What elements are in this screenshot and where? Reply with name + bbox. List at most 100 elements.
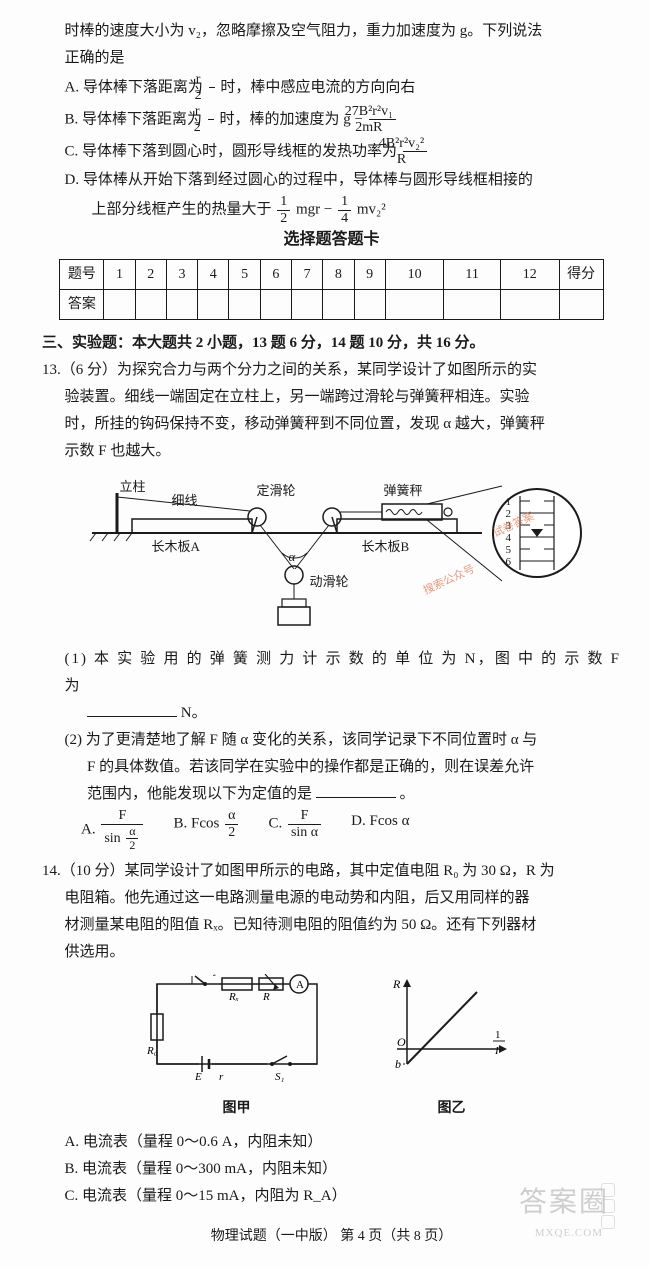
- col-1: 1: [104, 259, 135, 289]
- svg-text:R: R: [392, 977, 401, 991]
- q13-sub2-l3pre: 范围内，他能发现以下为定值的是: [87, 786, 312, 802]
- optA-frac: r 2: [209, 72, 215, 104]
- optD-f1: 1 2: [277, 194, 290, 226]
- label-line: 细线: [172, 489, 198, 512]
- col-12: 12: [500, 259, 559, 289]
- q13-stem-l1: 13.（6 分）为探究合力与两个分力之间的关系，某同学设计了如图所示的实: [42, 357, 621, 384]
- col-8: 8: [323, 259, 354, 289]
- ans-2[interactable]: [135, 290, 166, 320]
- score-label: 得分: [559, 259, 603, 289]
- q13-stem-l2: 验装置。细线一端固定在立柱上，另一端跨过滑轮与弹簧秤相连。实验: [42, 384, 621, 411]
- q13-sub1-blank[interactable]: [87, 702, 177, 717]
- ans-12[interactable]: [500, 290, 559, 320]
- q13-sub1-unit: N。: [181, 705, 207, 721]
- q-intro-l2: 正确的是: [42, 45, 621, 72]
- answersheet-header-row: 题号 1 2 3 4 5 6 7 8 9 10 11 12 得分: [60, 259, 603, 289]
- col-5: 5: [229, 259, 260, 289]
- col-7: 7: [291, 259, 322, 289]
- score-cell[interactable]: [559, 290, 603, 320]
- svg-text:r: r: [219, 1071, 224, 1083]
- q13-sub2-l3suf: 。: [400, 786, 415, 802]
- q-intro-l1: 时棒的速度大小为 v₂，忽略摩擦及空气阻力，重力加速度为 g。下列说法: [42, 18, 621, 45]
- q14-caption-right: 图乙: [387, 1096, 517, 1121]
- svg-text:R: R: [262, 991, 270, 1003]
- col-9: 9: [354, 259, 385, 289]
- ans-11[interactable]: [444, 290, 501, 320]
- svg-text:E: E: [194, 1071, 202, 1083]
- ans-8[interactable]: [323, 290, 354, 320]
- col-11: 11: [444, 259, 501, 289]
- ans-5[interactable]: [229, 290, 260, 320]
- q13-diagram: 立柱 细线 定滑轮 弹簧秤 长木板A 长木板B α 动滑轮 1 2 3 4 5 …: [82, 471, 582, 636]
- ans-4[interactable]: [198, 290, 229, 320]
- optB-f1: r 2: [208, 104, 214, 136]
- q14-circuit: S₂ Rₓ R A R₀ E r S₁ 图甲: [147, 974, 327, 1121]
- q13-sub1-pre: (1) 本 实 验 用 的 弹 簧 测 力 计 示 数 的 单 位 为 N，图 …: [42, 646, 621, 700]
- answersheet-table: 题号 1 2 3 4 5 6 7 8 9 10 11 12 得分 答案: [59, 259, 603, 320]
- q14-optC: C. 电流表（量程 0～15 mA，内阻为 R_A）: [42, 1183, 621, 1210]
- optA-suf: 时，棒中感应电流的方向向右: [220, 79, 415, 95]
- q13-optA: A. F sin α2: [81, 808, 145, 852]
- option-b: B. 导体棒下落距离为 r 2 时，棒的加速度为 g − 27B²r²v₁ 2m…: [65, 104, 622, 136]
- svg-text:O: O: [397, 1035, 406, 1049]
- col-10: 10: [385, 259, 444, 289]
- zoom-tick-6: 6: [506, 553, 512, 573]
- col-2: 2: [135, 259, 166, 289]
- q13-optC: C. Fsin α: [268, 808, 323, 852]
- col-6: 6: [260, 259, 291, 289]
- q13-optB: B. Fcos α2: [173, 808, 240, 852]
- option-a: A. 导体棒下落距离为 r 2 时，棒中感应电流的方向向右: [65, 72, 622, 104]
- svg-text:1: 1: [495, 1029, 501, 1041]
- answersheet-title: 选择题答题卡: [42, 226, 621, 255]
- label-scale: 弹簧秤: [384, 479, 423, 502]
- option-d-l1: D. 导体棒从开始下落到经过圆心的过程中，导体棒与圆形导线框相接的: [65, 167, 622, 194]
- ans-10[interactable]: [385, 290, 444, 320]
- ans-1[interactable]: [104, 290, 135, 320]
- page-footer: 物理试题（一中版） 第 4 页（共 8 页）: [42, 1224, 621, 1249]
- label-boardA: 长木板A: [152, 535, 200, 558]
- optC-f: 4B²r²v₂² R: [403, 136, 427, 168]
- label-post: 立柱: [120, 475, 146, 498]
- label-alpha: α: [289, 545, 296, 568]
- q13-sub2-blank[interactable]: [316, 783, 396, 798]
- ans-7[interactable]: [291, 290, 322, 320]
- q13-optD: D. Fcos α: [351, 808, 409, 852]
- q13-stem-l3: 时，所挂的钩码保持不变，移动弹簧秤到不同位置，发现 α 越大，弹簧秤: [42, 411, 621, 438]
- optC-pre: C. 导体棒下落到圆心时，圆形导线框的发热功率为: [65, 143, 398, 159]
- q14-stem-l2: 电阻箱。他先通过这一电路测量电源的电动势和内阻，后又用同样的器: [42, 885, 621, 912]
- answersheet-answer-row: 答案: [60, 290, 603, 320]
- q14-diagrams: S₂ Rₓ R A R₀ E r S₁ 图甲 R O b 1: [42, 974, 621, 1121]
- optA-pre: A. 导体棒下落距离为: [65, 79, 203, 95]
- svg-text:b: b: [395, 1057, 401, 1071]
- optB-pre: B. 导体棒下落距离为: [65, 111, 203, 127]
- svg-text:R₀: R₀: [147, 1045, 158, 1057]
- col-4: 4: [198, 259, 229, 289]
- col-3: 3: [166, 259, 197, 289]
- svg-text:S₂: S₂: [207, 974, 217, 977]
- option-d-l2: 上部分线框产生的热量大于 1 2 mgr − 1 4 mv₂²: [42, 194, 621, 226]
- optD-l2pre: 上部分线框产生的热量大于: [92, 202, 272, 218]
- svg-text:Rₓ: Rₓ: [228, 991, 239, 1003]
- option-c: C. 导体棒下落到圆心时，圆形导线框的发热功率为 4B²r²v₂² R: [65, 136, 622, 168]
- q13-stem-l4: 示数 F 也越大。: [42, 438, 621, 465]
- optD-mid: mgr −: [296, 202, 336, 218]
- q14-caption-left: 图甲: [147, 1096, 327, 1121]
- row-label-a: 答案: [60, 290, 104, 320]
- q14-graph: R O b 1 I 图乙: [387, 974, 517, 1121]
- q14-optB: B. 电流表（量程 0～300 mA，内阻未知）: [42, 1156, 621, 1183]
- q14-stem-l4: 供选用。: [42, 939, 621, 966]
- ans-6[interactable]: [260, 290, 291, 320]
- ans-9[interactable]: [354, 290, 385, 320]
- q14-stem-l1: 14.（10 分）某同学设计了如图甲所示的电路，其中定值电阻 R₀ 为 30 Ω…: [42, 858, 621, 885]
- optD-suf: mv₂²: [357, 202, 386, 218]
- label-mpulley: 动滑轮: [310, 570, 349, 593]
- q14-optA: A. 电流表（量程 0～0.6 A，内阻未知）: [42, 1129, 621, 1156]
- ans-3[interactable]: [166, 290, 197, 320]
- svg-text:A: A: [296, 979, 304, 991]
- label-boardB: 长木板B: [362, 535, 410, 558]
- optB-mid: 时，棒的加速度为 g −: [220, 111, 363, 127]
- label-pulley: 定滑轮: [257, 479, 296, 502]
- q14-stem-l3: 材测量某电阻的阻值 Rₓ。已知待测电阻的阻值约为 50 Ω。还有下列器材: [42, 912, 621, 939]
- optB-f2: 27B²r²v₁ 2mR: [369, 104, 396, 136]
- row-label-q: 题号: [60, 259, 104, 289]
